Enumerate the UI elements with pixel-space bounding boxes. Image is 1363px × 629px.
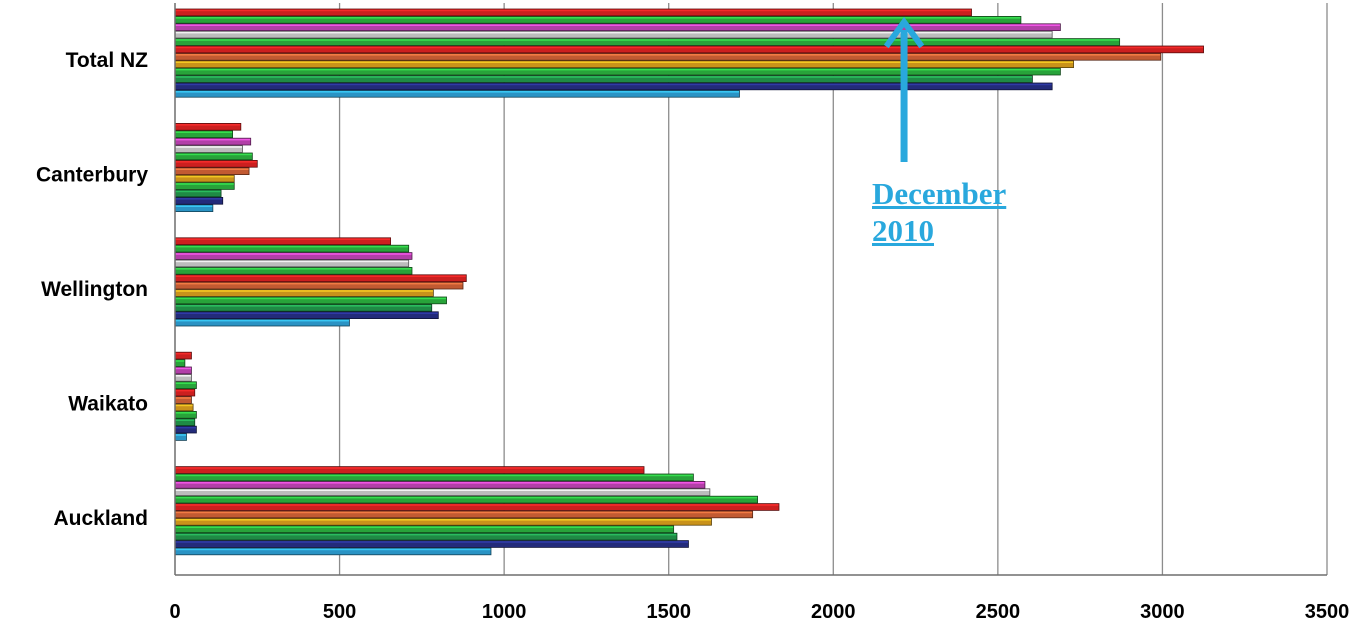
- bar-highlight: [175, 519, 712, 521]
- bar-highlight: [175, 190, 221, 193]
- annotation-text: December 2010: [872, 175, 1006, 249]
- bar-highlight: [175, 548, 491, 551]
- bar-highlight: [175, 375, 191, 377]
- bar-highlight: [175, 482, 705, 484]
- bar-highlight: [175, 404, 193, 407]
- bar-highlight: [175, 260, 409, 263]
- bar-highlight: [175, 253, 412, 255]
- gridlines: [338, 3, 1328, 575]
- bar-highlight: [175, 412, 196, 414]
- bar-highlight: [175, 305, 432, 307]
- bar-highlight: [175, 297, 447, 300]
- bar-highlight: [175, 541, 688, 543]
- bar-highlight: [175, 282, 463, 285]
- bar-highlight: [175, 146, 242, 148]
- bar-highlight: [175, 367, 191, 370]
- x-tick-label-3500: 3500: [1305, 601, 1350, 623]
- x-tick-label-500: 500: [323, 601, 356, 623]
- bar-highlight: [175, 124, 241, 126]
- axes: [174, 3, 1327, 576]
- bar-highlight: [175, 533, 677, 536]
- bar-highlight: [175, 9, 972, 12]
- bar-highlight: [175, 168, 249, 170]
- annotation-line-1: December: [872, 176, 1007, 211]
- bar-highlight: [175, 68, 1060, 71]
- bar-highlight: [175, 290, 433, 292]
- bar-highlight: [175, 138, 251, 141]
- bar-highlight: [175, 17, 1021, 19]
- bar-group-wellington: [174, 237, 467, 327]
- category-label-waikato: Waikato: [68, 392, 148, 415]
- bar-highlight: [175, 496, 758, 499]
- bar-group-canterbury: [174, 123, 258, 213]
- bar-group-auckland: [174, 466, 780, 556]
- bar-highlight: [175, 54, 1161, 56]
- category-label-wellington: Wellington: [41, 278, 148, 301]
- bar-highlight: [175, 76, 1032, 78]
- bar-highlight: [175, 46, 1204, 49]
- bar-highlight: [175, 419, 195, 421]
- bar-highlight: [175, 238, 391, 240]
- bar-group-total-nz: [174, 8, 1204, 98]
- bar-highlight: [175, 161, 257, 163]
- bar-highlight: [175, 83, 1052, 86]
- bar-highlight: [175, 39, 1120, 41]
- bar-highlight: [175, 467, 644, 469]
- bar-highlight: [175, 312, 438, 314]
- bar-highlight: [175, 183, 234, 185]
- bar-highlight: [175, 245, 409, 248]
- bar-highlight: [175, 526, 674, 528]
- annotation-arrow: [883, 16, 925, 162]
- bar-highlight: [175, 504, 779, 506]
- x-tick-label-1000: 1000: [482, 601, 527, 623]
- bar-highlight: [175, 131, 233, 133]
- x-tick-label-3000: 3000: [1140, 601, 1185, 623]
- bar-group-waikato: [174, 351, 197, 441]
- x-tick-label-2500: 2500: [976, 601, 1021, 623]
- bar-highlight: [175, 198, 223, 200]
- bar-highlight: [175, 389, 195, 392]
- annotation-line-2: 2010: [872, 213, 934, 248]
- bar-highlight: [175, 205, 213, 207]
- bar-highlight: [175, 489, 710, 491]
- bar-highlight: [175, 24, 1060, 26]
- bar-highlight: [175, 319, 349, 322]
- bar-highlight: [175, 397, 191, 399]
- bar-highlight: [175, 275, 466, 277]
- bar-highlight: [175, 474, 693, 477]
- x-tick-label-0: 0: [169, 601, 180, 623]
- labels: 0 500 1000 1500 2000 2500 3000 3500 Auckland Waik…: [36, 49, 1349, 623]
- arrow-head: [883, 16, 925, 49]
- bar-highlight: [175, 382, 196, 384]
- category-label-auckland: Auckland: [53, 507, 148, 530]
- bar-highlight: [175, 175, 234, 178]
- bars: [174, 8, 1204, 556]
- bar-highlight: [175, 360, 185, 362]
- bar-highlight: [175, 511, 753, 514]
- category-label-canterbury: Canterbury: [36, 164, 148, 187]
- bar-highlight: [175, 153, 252, 156]
- bar-highlight: [175, 31, 1052, 34]
- category-label-total-nz: Total NZ: [66, 49, 149, 72]
- bar-highlight: [175, 434, 187, 436]
- bar-highlight: [175, 61, 1074, 63]
- x-tick-label-2000: 2000: [811, 601, 856, 623]
- bar-highlight: [175, 268, 412, 270]
- bar-highlight: [175, 426, 196, 429]
- bar-highlight: [175, 352, 191, 355]
- bar-highlight: [175, 91, 739, 93]
- x-tick-label-1500: 1500: [646, 601, 691, 623]
